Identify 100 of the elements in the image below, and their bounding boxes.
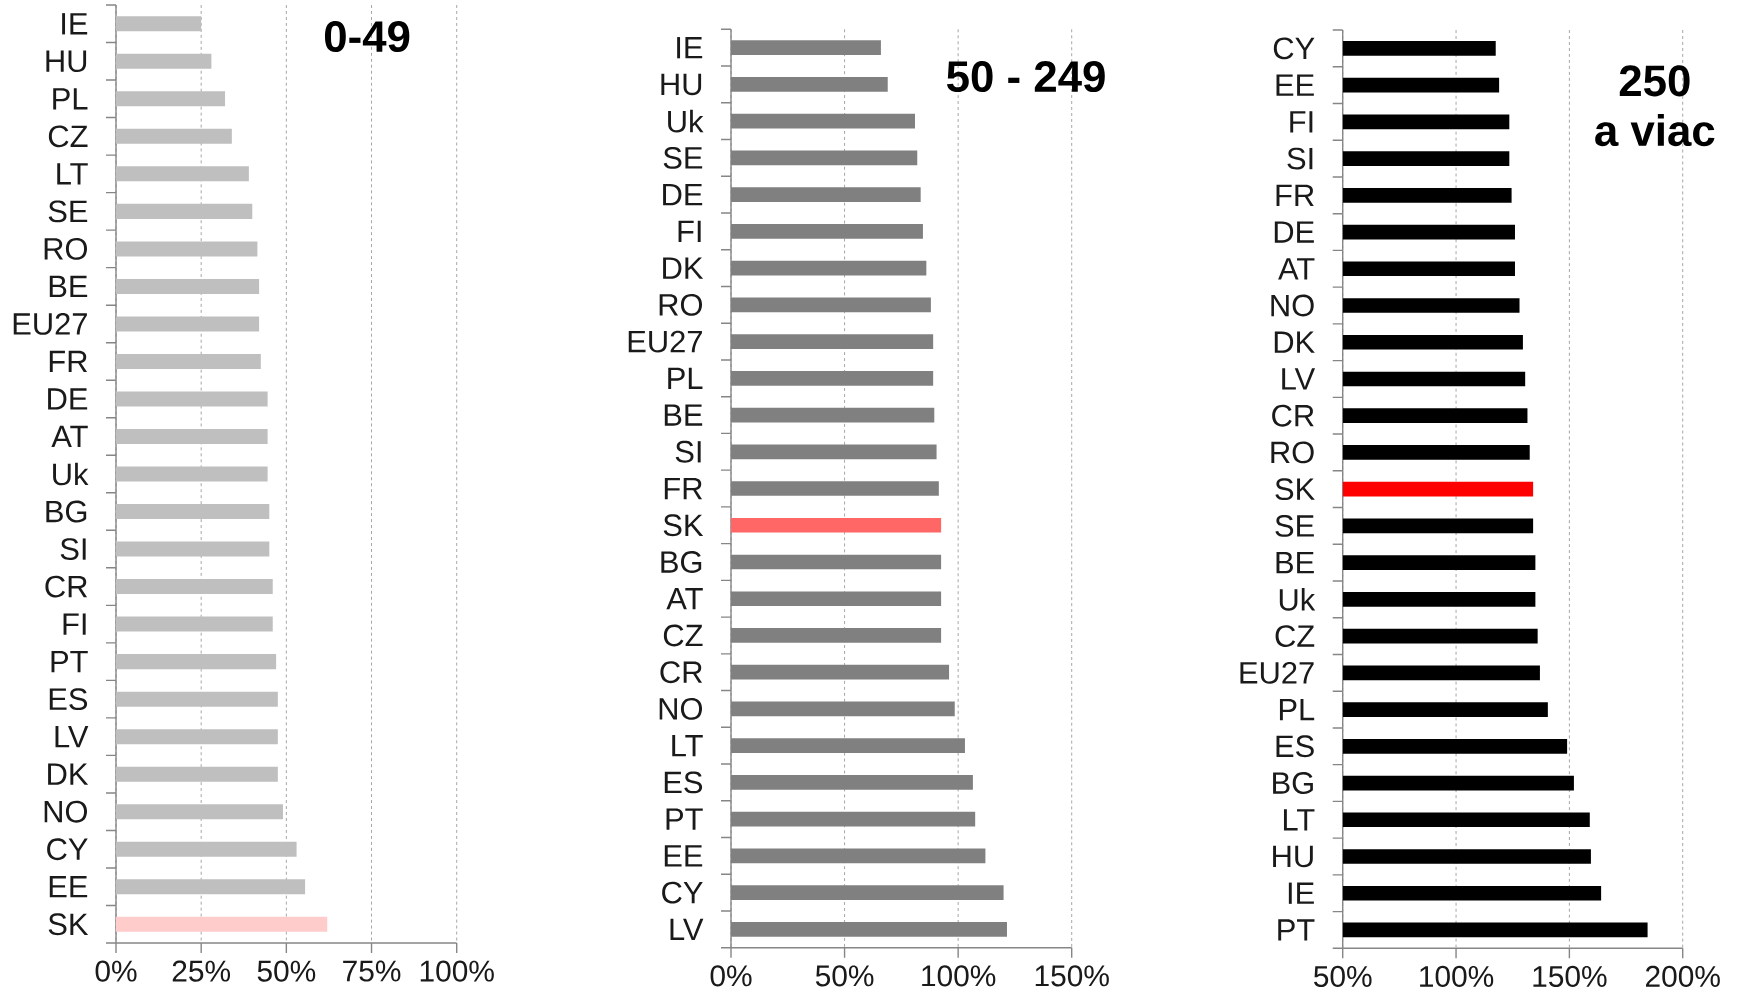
bar [116, 654, 277, 670]
y-tick-label: ES [49, 688, 88, 711]
bar [116, 691, 278, 707]
y-tick-label: FI [63, 613, 86, 635]
x-tick-label: 50% [1314, 965, 1372, 988]
bar [116, 729, 278, 745]
bar [116, 203, 253, 219]
y-tick-label: BG [46, 500, 87, 523]
y-tick-label: SE [48, 200, 88, 223]
y-tick-label: CY [47, 838, 88, 861]
y-tick-label: SK [1275, 478, 1315, 501]
x-tick-label: 100% [1420, 965, 1494, 988]
y-tick-label: HU [1273, 845, 1313, 868]
y-tick-label: SI [60, 538, 86, 560]
bar [116, 53, 212, 69]
y-tick-label: PT [1278, 919, 1315, 941]
y-tick-label: CZ [1275, 625, 1315, 648]
y-tick-label: PL [668, 367, 703, 389]
bar [116, 804, 283, 820]
x-tick-label: 50% [815, 965, 874, 987]
y-tick-label: CR [45, 575, 88, 598]
y-tick-label: FR [664, 477, 703, 500]
y-tick-label: IE [677, 37, 703, 59]
x-tick-label: 75% [343, 960, 401, 982]
bar [116, 766, 278, 782]
x-tick-label: 0% [95, 960, 137, 982]
y-tick-label: SK [663, 514, 704, 537]
y-tick-label: BE [1276, 552, 1314, 574]
y-tick-label: RO [1271, 441, 1314, 464]
y-tick-label: CY [662, 881, 703, 904]
y-tick-label: NO [44, 800, 87, 823]
y-tick-label: LV [670, 918, 704, 940]
bar [116, 353, 261, 369]
bar [116, 91, 226, 107]
x-tick-label: 150% [1035, 965, 1109, 987]
y-tick-label: LT [672, 735, 703, 757]
y-tick-label: DK [48, 763, 89, 785]
y-tick-label: EE [664, 845, 703, 867]
y-tick-label: HU [46, 50, 87, 73]
x-tick-label: 150% [1533, 965, 1607, 988]
y-tick-label: Uk [668, 109, 704, 133]
bar [116, 579, 273, 595]
y-tick-label: ES [1276, 735, 1314, 758]
y-tick-label: NO [1271, 294, 1314, 317]
y-tick-label: BE [664, 404, 703, 426]
text: 250 [1619, 65, 1690, 97]
bar [116, 916, 328, 932]
bar [116, 429, 268, 444]
y-tick-label: IE [1288, 882, 1314, 904]
y-tick-label: PT [51, 651, 88, 673]
y-tick-label: LT [57, 163, 88, 185]
bar [116, 541, 270, 557]
y-tick-label: SI [1287, 147, 1313, 170]
y-tick-label: NO [659, 698, 702, 720]
y-tick-label: Uk [1279, 588, 1316, 611]
x-tick-label: 100% [922, 965, 996, 987]
x-tick-label: 0% [710, 965, 752, 987]
chart-title: 0-49 [324, 21, 410, 53]
y-tick-label: DE [48, 388, 88, 410]
y-tick-label: AT [1278, 258, 1315, 280]
bar [116, 616, 273, 632]
y-tick-label: EE [1276, 74, 1314, 96]
y-tick-label: RO [659, 293, 702, 316]
y-tick-label: AT [51, 425, 88, 448]
y-tick-label: FI [678, 220, 701, 242]
y-tick-label: SK [48, 913, 89, 936]
y-tick-label: DK [663, 257, 704, 279]
text: a viac [1595, 114, 1715, 147]
y-tick-label: PL [1279, 698, 1315, 721]
bar [116, 841, 297, 857]
bar [116, 879, 306, 895]
bar [116, 16, 202, 32]
y-tick-label: RO [44, 237, 87, 260]
y-tick-label: SI [675, 440, 701, 463]
bar [116, 391, 268, 407]
y-tick-label: SE [1275, 514, 1314, 537]
y-tick-label: AT [666, 588, 703, 610]
y-tick-label: CZ [663, 624, 703, 647]
bar [116, 166, 249, 182]
y-tick-label: PL [53, 88, 88, 110]
x-tick-label: 200% [1646, 965, 1720, 988]
text: 50 - 249 [946, 61, 1105, 93]
y-tick-label: IE [62, 13, 88, 35]
y-tick-label: EU27 [1240, 661, 1314, 684]
y-tick-label: HU [661, 73, 702, 96]
bar [116, 128, 232, 144]
bar [116, 316, 260, 332]
bar [116, 278, 260, 294]
y-tick-label: FR [49, 350, 88, 373]
y-tick-label: CR [1272, 404, 1314, 427]
y-tick-label: LV [1282, 368, 1316, 390]
y-tick-label: DK [1274, 331, 1315, 353]
y-tick-label: LV [55, 726, 89, 748]
y-tick-label: BG [1273, 772, 1313, 794]
bar [731, 517, 942, 533]
y-tick-label: Uk [53, 462, 89, 486]
y-tick-label: CR [660, 661, 703, 684]
y-tick-label: BG [661, 551, 702, 573]
y-tick-label: DE [663, 184, 703, 206]
y-tick-label: DE [1274, 221, 1314, 243]
